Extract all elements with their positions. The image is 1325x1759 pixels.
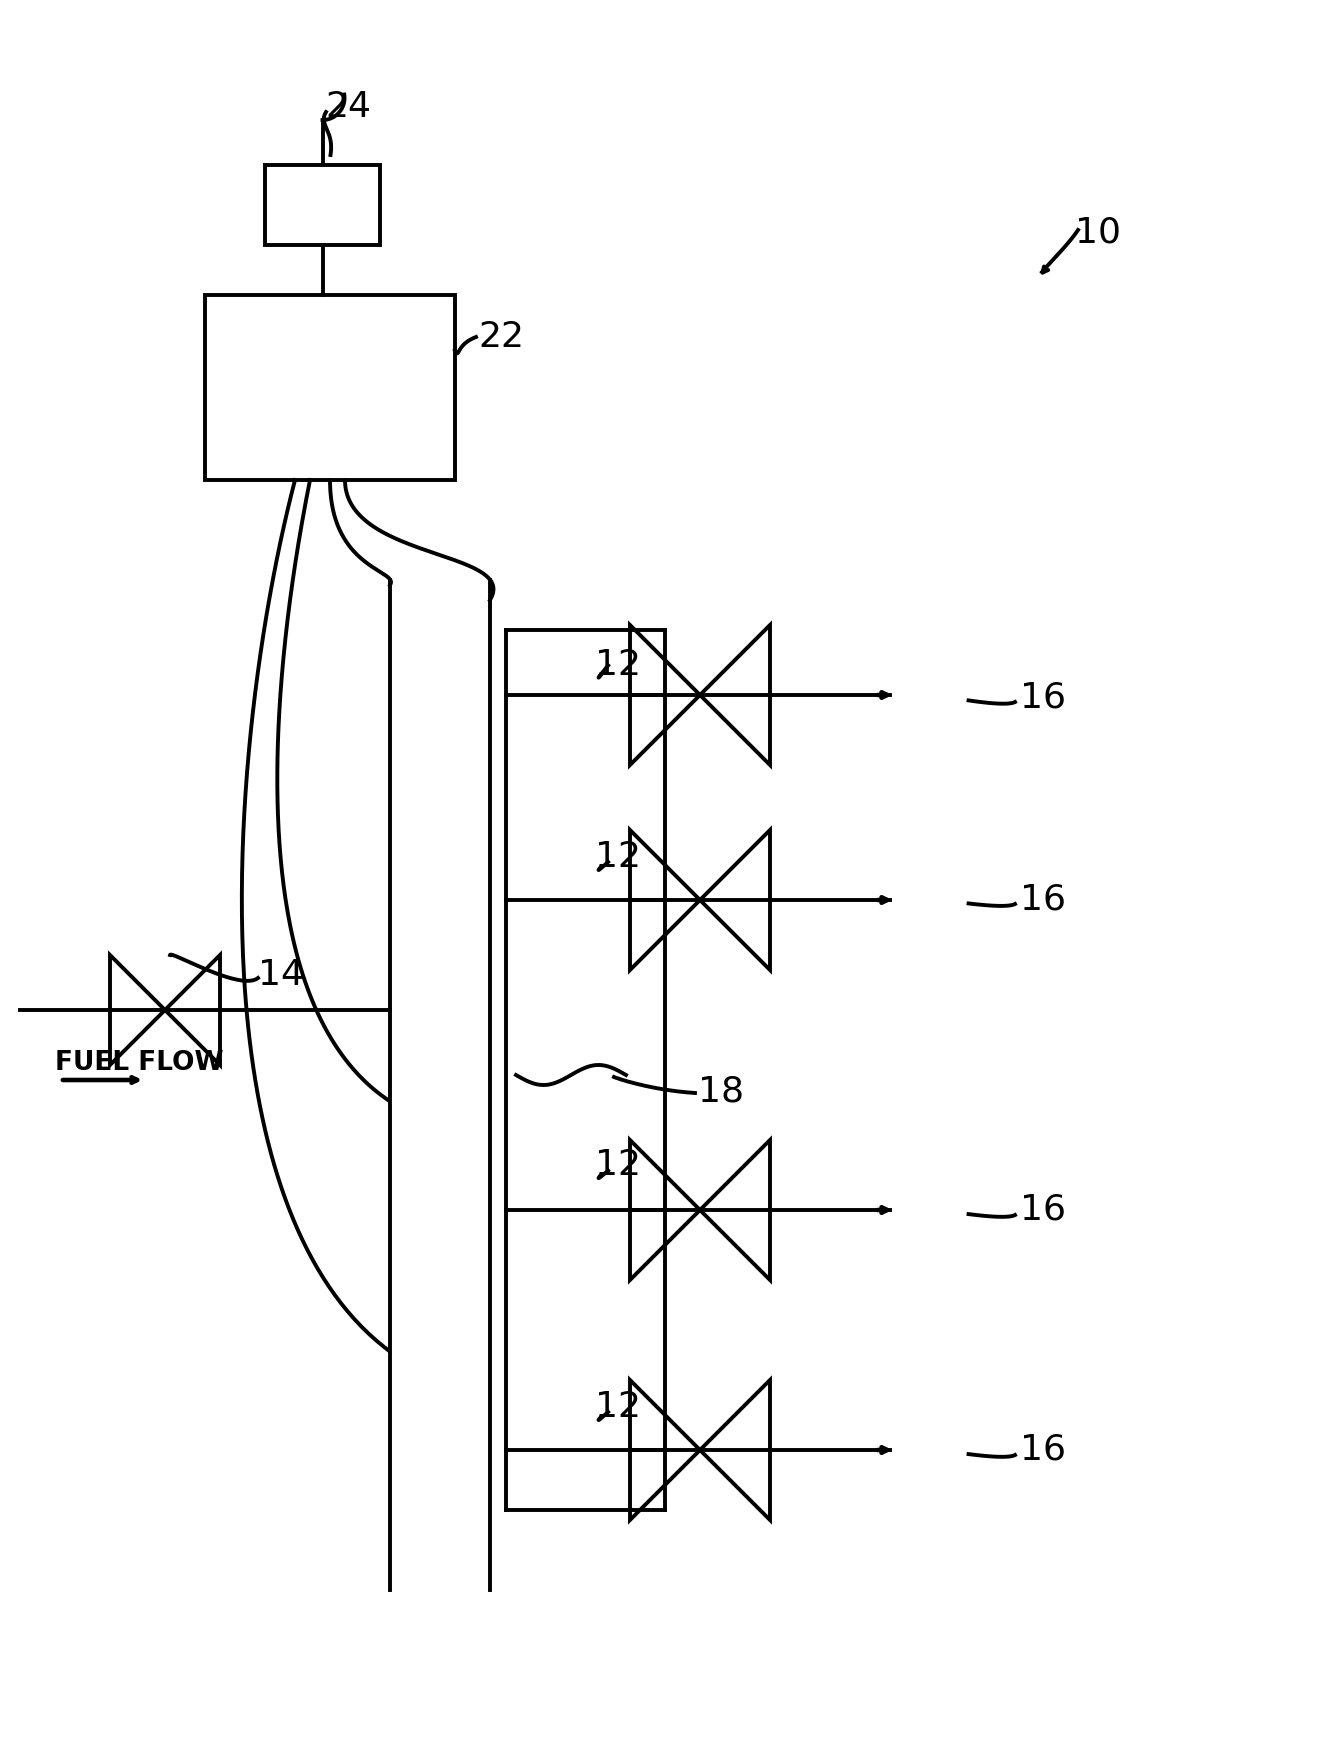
Text: 18: 18 <box>698 1075 745 1108</box>
Text: 12: 12 <box>595 1390 641 1425</box>
Text: 16: 16 <box>1020 881 1067 916</box>
Text: 12: 12 <box>595 1149 641 1182</box>
Text: FUEL FLOW: FUEL FLOW <box>56 1050 224 1077</box>
Bar <box>265 165 380 245</box>
Text: 10: 10 <box>1075 215 1121 250</box>
Text: 24: 24 <box>325 90 371 123</box>
Text: 12: 12 <box>595 647 641 682</box>
Text: 14: 14 <box>258 959 303 992</box>
Bar <box>205 296 454 480</box>
Text: 12: 12 <box>595 841 641 874</box>
Text: 16: 16 <box>1020 1193 1067 1228</box>
Text: 16: 16 <box>1020 681 1067 714</box>
Text: 22: 22 <box>478 320 523 354</box>
Text: 16: 16 <box>1020 1434 1067 1467</box>
